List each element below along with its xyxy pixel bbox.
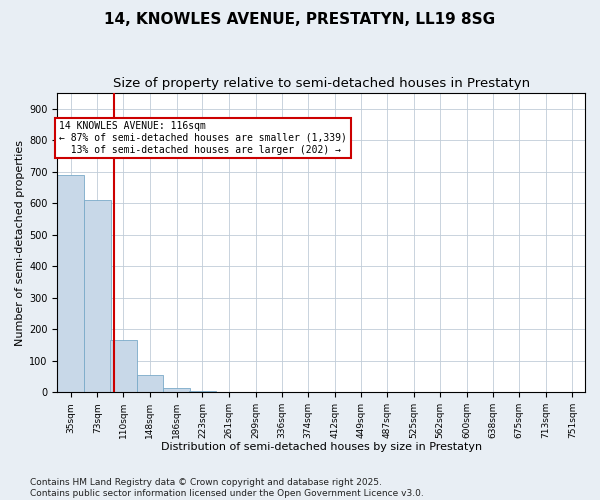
Text: 14 KNOWLES AVENUE: 116sqm
← 87% of semi-detached houses are smaller (1,339)
  13: 14 KNOWLES AVENUE: 116sqm ← 87% of semi-… — [59, 122, 347, 154]
Bar — [58, 175, 84, 392]
Title: Size of property relative to semi-detached houses in Prestatyn: Size of property relative to semi-detach… — [113, 78, 530, 90]
Bar — [163, 388, 190, 392]
Y-axis label: Number of semi-detached properties: Number of semi-detached properties — [15, 140, 25, 346]
Text: Contains HM Land Registry data © Crown copyright and database right 2025.
Contai: Contains HM Land Registry data © Crown c… — [30, 478, 424, 498]
Bar — [110, 340, 137, 392]
X-axis label: Distribution of semi-detached houses by size in Prestatyn: Distribution of semi-detached houses by … — [161, 442, 482, 452]
Bar — [137, 375, 163, 392]
Bar — [189, 390, 216, 392]
Text: 14, KNOWLES AVENUE, PRESTATYN, LL19 8SG: 14, KNOWLES AVENUE, PRESTATYN, LL19 8SG — [104, 12, 496, 28]
Bar — [84, 200, 110, 392]
